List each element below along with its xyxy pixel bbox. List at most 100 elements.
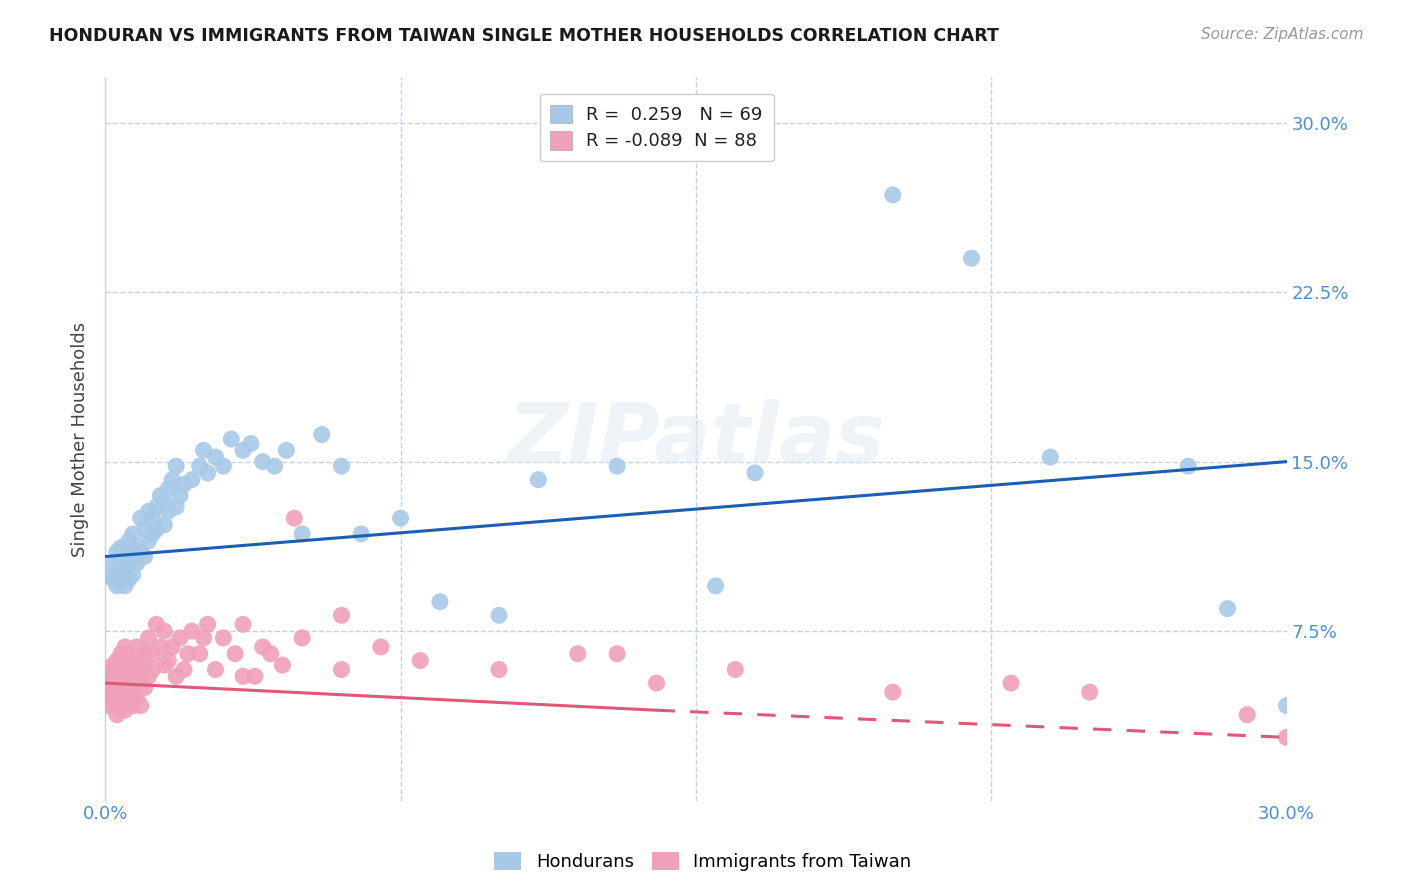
- Point: [429, 595, 451, 609]
- Point: [114, 640, 136, 654]
- Point: [101, 572, 124, 586]
- Point: [118, 663, 141, 677]
- Point: [1275, 731, 1298, 745]
- Point: [252, 455, 274, 469]
- Point: [118, 692, 141, 706]
- Point: [177, 647, 200, 661]
- Point: [118, 653, 141, 667]
- Point: [350, 527, 373, 541]
- Point: [567, 647, 589, 661]
- Point: [110, 557, 132, 571]
- Point: [138, 504, 160, 518]
- Point: [1236, 707, 1258, 722]
- Point: [330, 608, 353, 623]
- Point: [110, 698, 132, 713]
- Point: [606, 647, 628, 661]
- Point: [134, 681, 156, 695]
- Point: [105, 669, 128, 683]
- Point: [118, 533, 141, 548]
- Point: [224, 647, 246, 661]
- Point: [98, 698, 121, 713]
- Point: [110, 647, 132, 661]
- Point: [121, 549, 143, 564]
- Point: [125, 557, 148, 571]
- Point: [125, 663, 148, 677]
- Point: [121, 567, 143, 582]
- Point: [105, 653, 128, 667]
- Point: [311, 427, 333, 442]
- Point: [118, 557, 141, 571]
- Point: [121, 669, 143, 683]
- Point: [105, 545, 128, 559]
- Point: [141, 647, 163, 661]
- Point: [173, 663, 195, 677]
- Point: [138, 533, 160, 548]
- Y-axis label: Single Mother Households: Single Mother Households: [72, 321, 89, 557]
- Point: [121, 698, 143, 713]
- Point: [232, 617, 254, 632]
- Point: [330, 663, 353, 677]
- Point: [212, 631, 235, 645]
- Point: [110, 676, 132, 690]
- Point: [101, 663, 124, 677]
- Point: [114, 563, 136, 577]
- Point: [204, 663, 226, 677]
- Point: [193, 631, 215, 645]
- Point: [645, 676, 668, 690]
- Point: [110, 692, 132, 706]
- Point: [134, 663, 156, 677]
- Point: [114, 685, 136, 699]
- Point: [110, 572, 132, 586]
- Point: [121, 653, 143, 667]
- Point: [121, 527, 143, 541]
- Point: [212, 459, 235, 474]
- Text: Source: ZipAtlas.com: Source: ZipAtlas.com: [1201, 27, 1364, 42]
- Point: [744, 466, 766, 480]
- Point: [1177, 459, 1199, 474]
- Point: [160, 640, 183, 654]
- Point: [134, 647, 156, 661]
- Point: [169, 489, 191, 503]
- Point: [101, 658, 124, 673]
- Point: [125, 692, 148, 706]
- Point: [114, 703, 136, 717]
- Point: [606, 459, 628, 474]
- Point: [105, 707, 128, 722]
- Point: [98, 567, 121, 582]
- Point: [129, 669, 152, 683]
- Point: [121, 685, 143, 699]
- Point: [125, 676, 148, 690]
- Point: [101, 557, 124, 571]
- Point: [252, 640, 274, 654]
- Point: [153, 517, 176, 532]
- Legend: Hondurans, Immigrants from Taiwan: Hondurans, Immigrants from Taiwan: [486, 845, 920, 879]
- Point: [276, 443, 298, 458]
- Point: [165, 500, 187, 514]
- Point: [409, 653, 432, 667]
- Point: [204, 450, 226, 464]
- Point: [232, 443, 254, 458]
- Point: [98, 669, 121, 683]
- Point: [134, 523, 156, 537]
- Point: [141, 663, 163, 677]
- Point: [101, 676, 124, 690]
- Point: [291, 527, 314, 541]
- Point: [105, 698, 128, 713]
- Point: [125, 640, 148, 654]
- Point: [98, 692, 121, 706]
- Point: [271, 658, 294, 673]
- Point: [197, 466, 219, 480]
- Point: [153, 658, 176, 673]
- Point: [105, 685, 128, 699]
- Point: [169, 631, 191, 645]
- Point: [173, 477, 195, 491]
- Point: [101, 669, 124, 683]
- Point: [129, 545, 152, 559]
- Legend: R =  0.259   N = 69, R = -0.089  N = 88: R = 0.259 N = 69, R = -0.089 N = 88: [540, 94, 773, 161]
- Point: [98, 685, 121, 699]
- Point: [283, 511, 305, 525]
- Point: [188, 647, 211, 661]
- Point: [129, 511, 152, 525]
- Point: [138, 631, 160, 645]
- Point: [165, 669, 187, 683]
